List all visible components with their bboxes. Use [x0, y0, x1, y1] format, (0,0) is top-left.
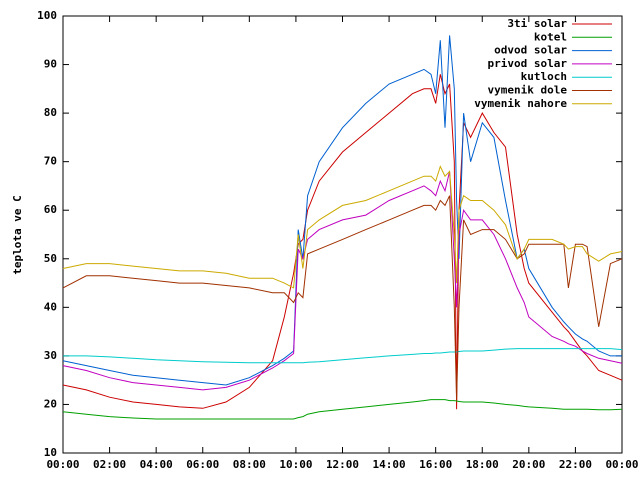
data-line — [62, 195, 623, 400]
x-tick-label: 20:00 — [512, 458, 545, 471]
y-tick-label: 10 — [44, 446, 57, 459]
y-axis-label: teplota ve C — [11, 195, 24, 274]
y-tick-label: 50 — [44, 252, 57, 265]
x-tick-label: 04:00 — [140, 458, 173, 471]
legend-label: vymenik dole — [488, 84, 568, 97]
legend-label: kutloch — [521, 70, 567, 83]
x-tick-label: 06:00 — [186, 458, 219, 471]
y-tick-label: 20 — [44, 397, 57, 410]
x-tick-label: 18:00 — [466, 458, 499, 471]
data-line — [62, 165, 623, 289]
y-tick-label: 90 — [44, 58, 57, 71]
data-line — [62, 35, 622, 386]
x-tick-label: 14:00 — [373, 458, 406, 471]
legend-label: vymenik nahore — [474, 97, 567, 110]
legend-label: privod solar — [488, 57, 568, 70]
y-tick-label: 100 — [37, 9, 57, 22]
x-tick-label: 10:00 — [279, 458, 312, 471]
y-tick-label: 60 — [44, 203, 57, 216]
x-tick-label: 22:00 — [559, 458, 592, 471]
data-line — [63, 348, 623, 364]
data-line — [62, 74, 623, 410]
y-tick-label: 80 — [44, 106, 57, 119]
legend-label: kotel — [534, 30, 567, 43]
x-tick-label: 02:00 — [93, 458, 126, 471]
y-tick-label: 70 — [44, 155, 57, 168]
x-tick-label: 00:00 — [605, 458, 638, 471]
legend-label: 3ti solar — [507, 17, 567, 30]
x-tick-label: 16:00 — [419, 458, 452, 471]
x-tick-label: 12:00 — [326, 458, 359, 471]
data-line — [62, 399, 623, 420]
legend-label: odvod solar — [494, 44, 567, 57]
y-tick-label: 30 — [44, 349, 57, 362]
x-tick-label: 00:00 — [46, 458, 79, 471]
data-line — [62, 171, 623, 391]
x-tick-label: 08:00 — [233, 458, 266, 471]
y-tick-label: 40 — [44, 300, 57, 313]
